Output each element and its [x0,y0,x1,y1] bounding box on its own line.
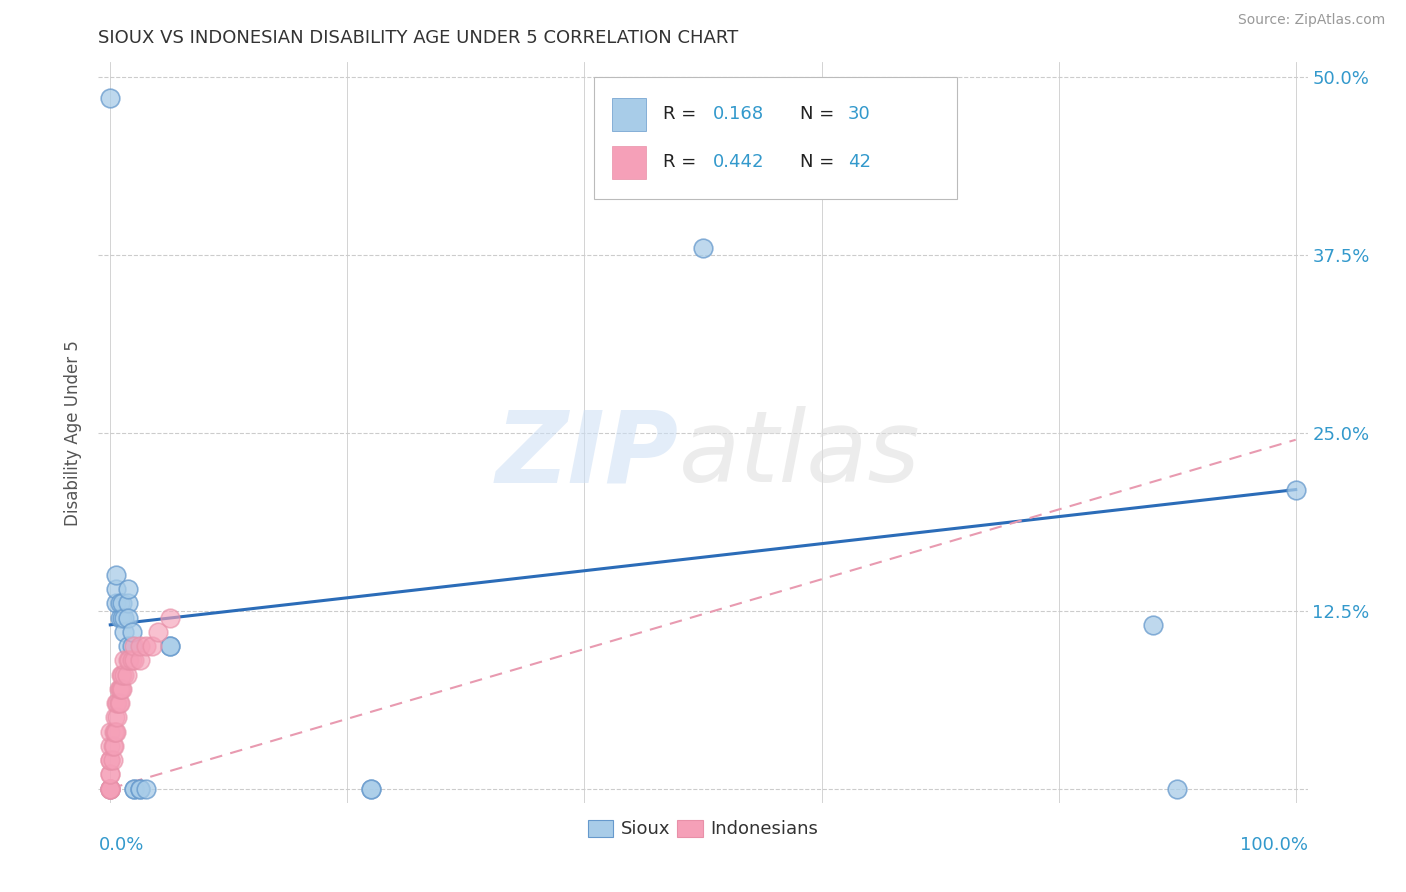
Point [111,611,134,625]
Text: Source: ZipAtlas.com: Source: ZipAtlas.com [1237,13,1385,28]
Point [111,597,134,611]
Point [360,781,382,796]
Y-axis label: Disability Age Under 5: Disability Age Under 5 [65,340,83,525]
Point [101,753,124,767]
Text: R =: R = [664,153,702,171]
Point [105,710,128,724]
Point [129,781,152,796]
Point [129,639,152,653]
FancyBboxPatch shape [613,145,647,179]
Point [107,681,129,696]
Point [1142,617,1164,632]
Point [98,781,121,796]
Point [122,653,145,667]
Text: ZIP: ZIP [496,407,679,503]
Point [1166,781,1188,796]
Point [103,739,125,753]
Point [135,781,157,796]
Point [117,611,139,625]
Point [118,653,141,667]
Text: 0.442: 0.442 [713,153,765,171]
Text: N =: N = [800,153,839,171]
Point [129,653,152,667]
Point [159,639,181,653]
Text: 42: 42 [848,153,872,171]
Point [129,781,152,796]
Point [122,639,145,653]
Point [146,624,169,639]
Point [692,240,714,255]
Point [108,611,131,625]
Legend: Sioux, Indonesians: Sioux, Indonesians [581,813,825,846]
Text: SIOUX VS INDONESIAN DISABILITY AGE UNDER 5 CORRELATION CHART: SIOUX VS INDONESIAN DISABILITY AGE UNDER… [98,29,738,47]
Text: N =: N = [800,105,839,123]
Point [159,611,181,625]
Point [114,653,136,667]
Point [98,767,121,781]
Point [110,681,132,696]
Point [105,724,128,739]
Point [141,639,163,653]
Point [122,781,145,796]
Point [105,568,128,582]
Point [115,667,138,681]
Point [98,724,121,739]
Point [98,781,121,796]
Point [108,696,131,710]
Point [114,611,136,625]
Point [117,639,139,653]
Point [114,624,136,639]
Point [122,781,145,796]
Point [105,696,128,710]
Point [104,724,127,739]
Point [110,667,132,681]
Point [121,639,143,653]
Text: 100.0%: 100.0% [1240,836,1308,855]
Text: atlas: atlas [679,407,921,503]
Point [105,582,128,597]
Point [108,681,131,696]
Point [107,696,129,710]
Point [98,781,121,796]
Point [98,767,121,781]
Point [105,597,128,611]
Text: R =: R = [664,105,702,123]
Point [135,639,157,653]
Point [117,653,139,667]
Point [105,696,128,710]
Point [114,667,136,681]
Point [98,91,121,105]
Point [103,724,125,739]
Point [1285,483,1308,497]
FancyBboxPatch shape [595,78,957,200]
Text: 0.0%: 0.0% [98,836,143,855]
Point [108,597,131,611]
Text: 30: 30 [848,105,870,123]
Point [360,781,382,796]
Point [101,739,124,753]
Point [104,710,127,724]
Point [98,753,121,767]
Point [98,753,121,767]
Point [159,639,181,653]
Point [121,653,143,667]
Text: 0.168: 0.168 [713,105,763,123]
Point [117,597,139,611]
FancyBboxPatch shape [613,97,647,131]
Point [98,739,121,753]
Point [111,681,134,696]
Point [98,781,121,796]
Point [117,582,139,597]
Point [98,781,121,796]
Point [121,624,143,639]
Point [111,667,134,681]
